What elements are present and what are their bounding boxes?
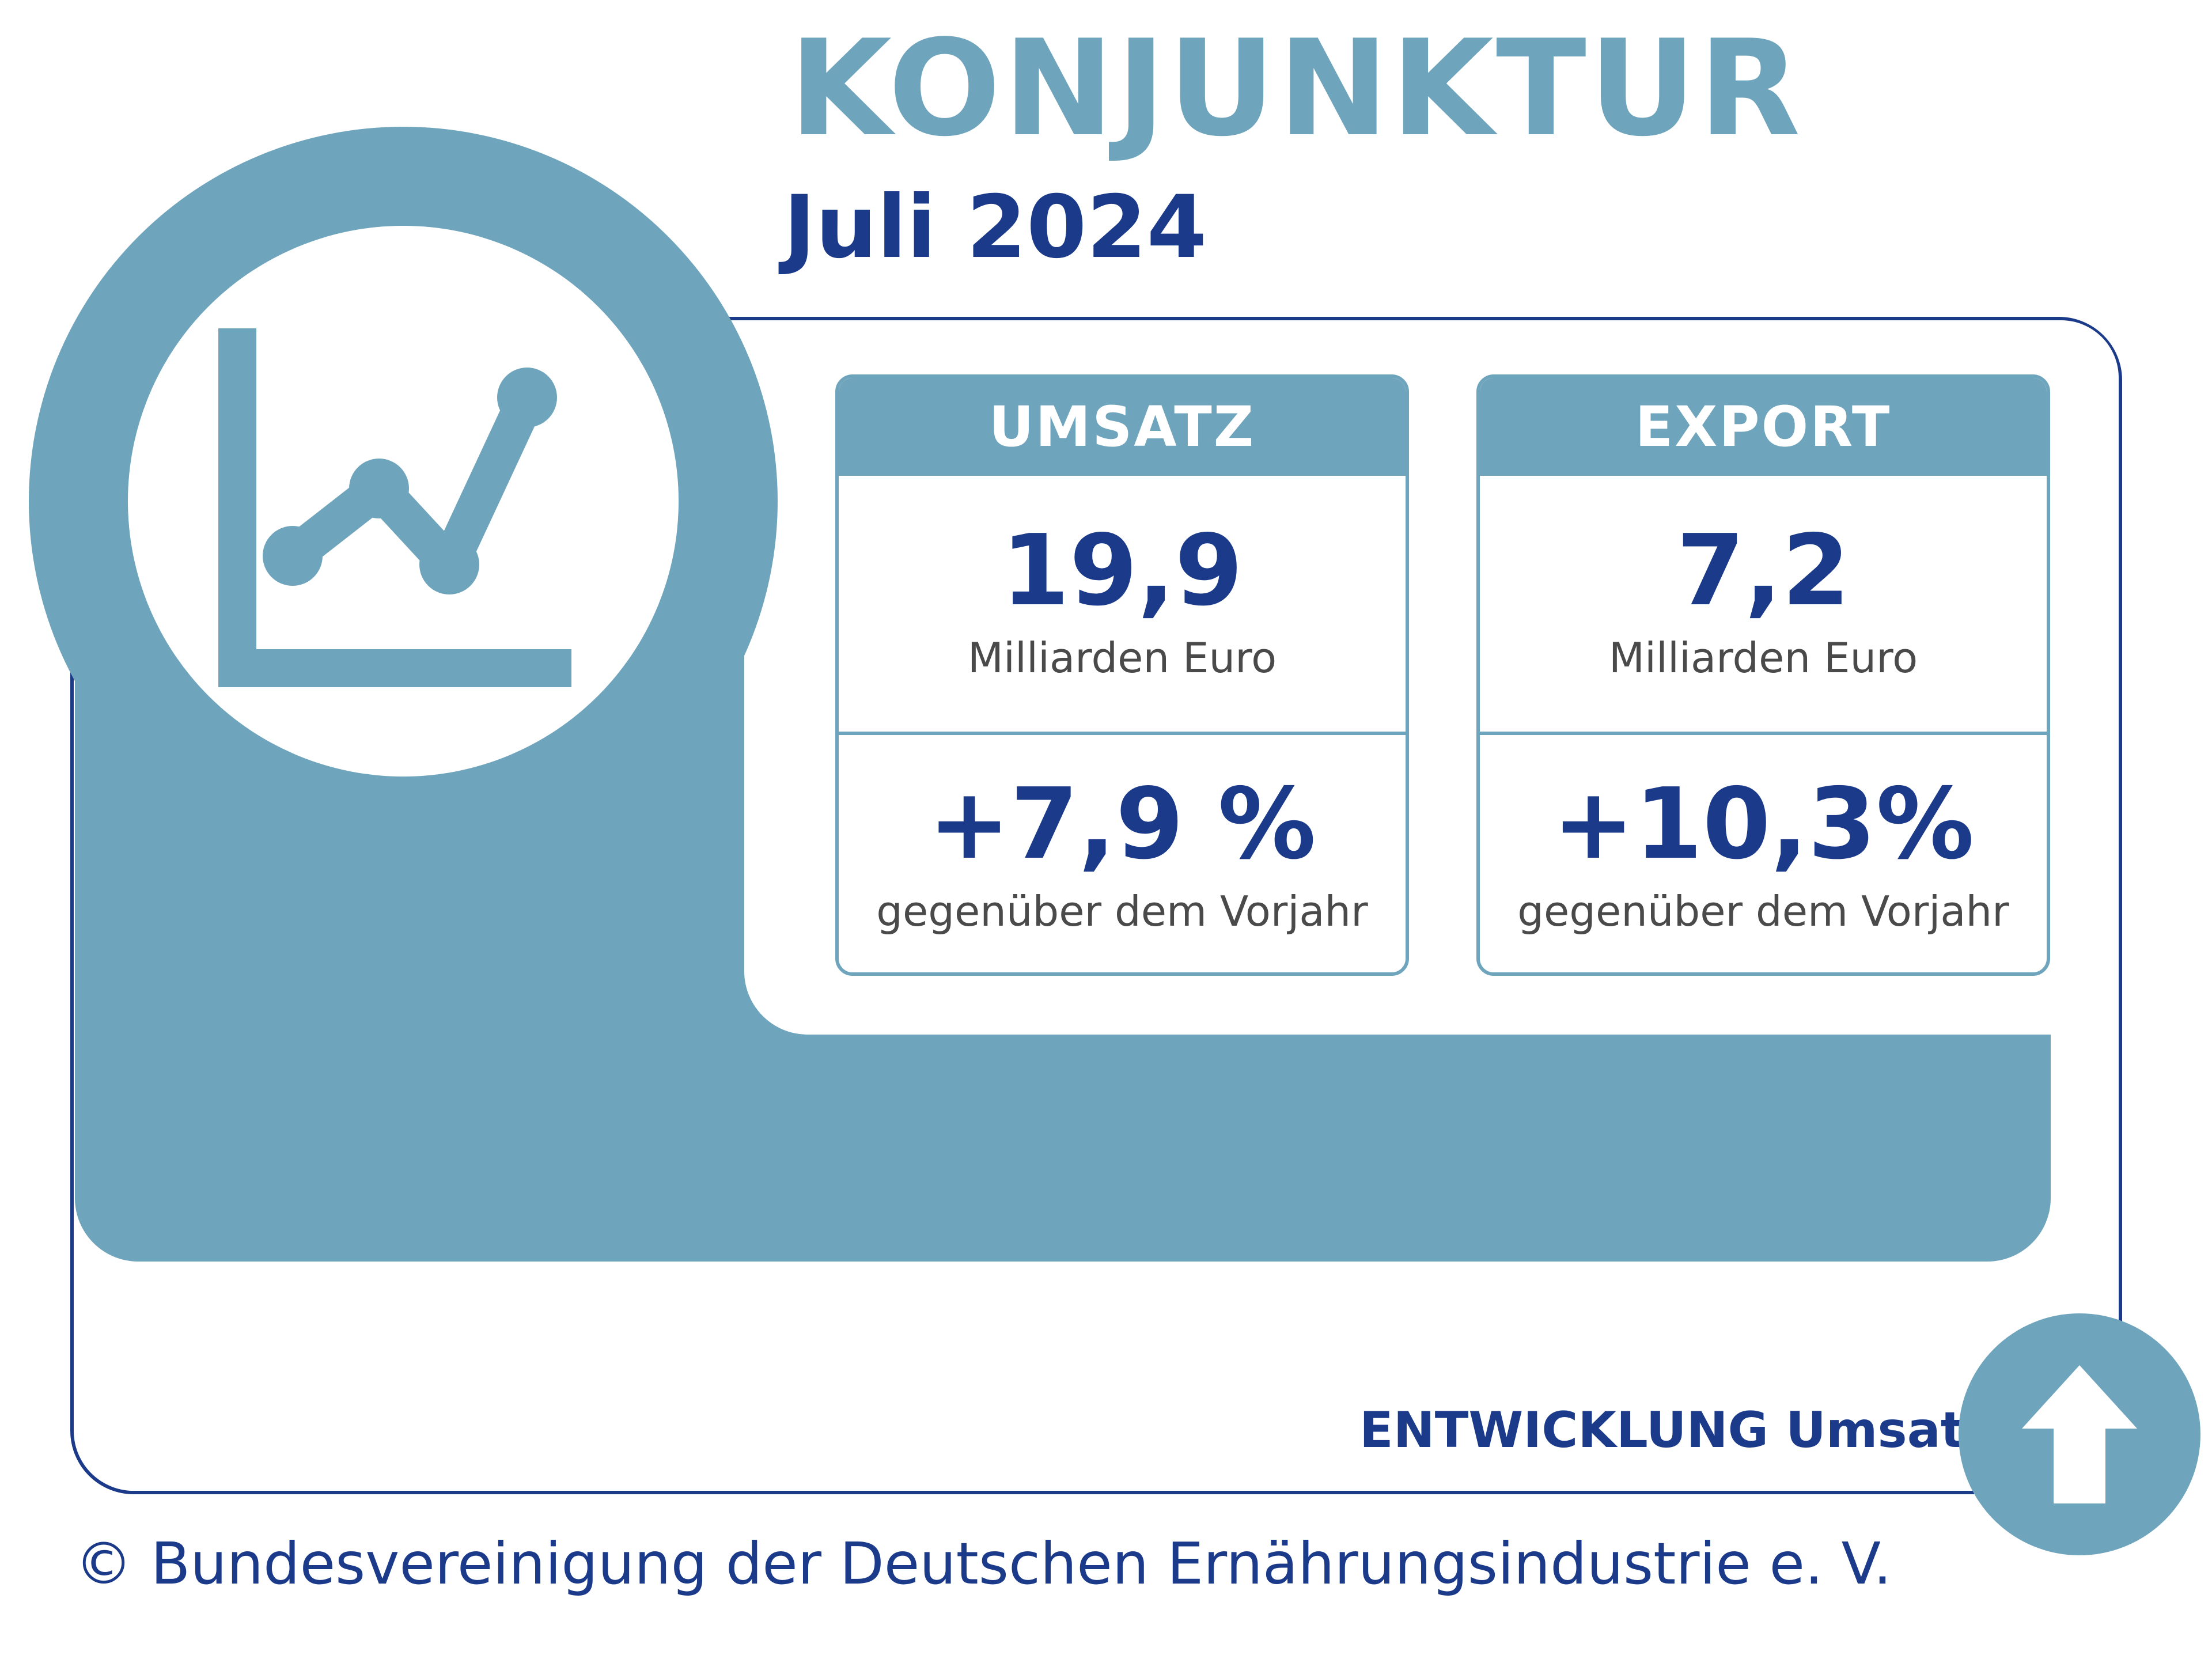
- card-change-label: gegenüber dem Vorjahr: [876, 887, 1368, 935]
- card-divider: [1480, 732, 2047, 735]
- card-unit: Milliarden Euro: [1608, 634, 1918, 682]
- card-header: UMSATZ: [839, 378, 1406, 476]
- line-chart-icon: [218, 328, 571, 687]
- card-divider: [839, 732, 1406, 735]
- arrow-up-icon: [2022, 1365, 2137, 1503]
- page-title: KONJUNKTUR: [789, 12, 1803, 166]
- card-change-label: gegenüber dem Vorjahr: [1517, 887, 2009, 935]
- copyright: © Bundesvereinigung der Deutschen Ernähr…: [75, 1530, 1892, 1597]
- card-value: 7,2: [1676, 514, 1850, 628]
- card-change: +7,9 %: [928, 767, 1316, 881]
- card-header: EXPORT: [1480, 378, 2047, 476]
- card-unit: Milliarden Euro: [967, 634, 1277, 682]
- card-change: +10,3%: [1552, 767, 1975, 881]
- card-value: 19,9: [1001, 514, 1243, 628]
- card-umsatz: UMSATZ 19,9 Milliarden Euro +7,9 % gegen…: [835, 374, 1409, 976]
- page-subtitle: Juli 2024: [783, 177, 1207, 278]
- card-export: EXPORT 7,2 Milliarden Euro +10,3% gegenü…: [1476, 374, 2050, 976]
- development-label: ENTWICKLUNG Umsatz:: [1359, 1402, 2013, 1459]
